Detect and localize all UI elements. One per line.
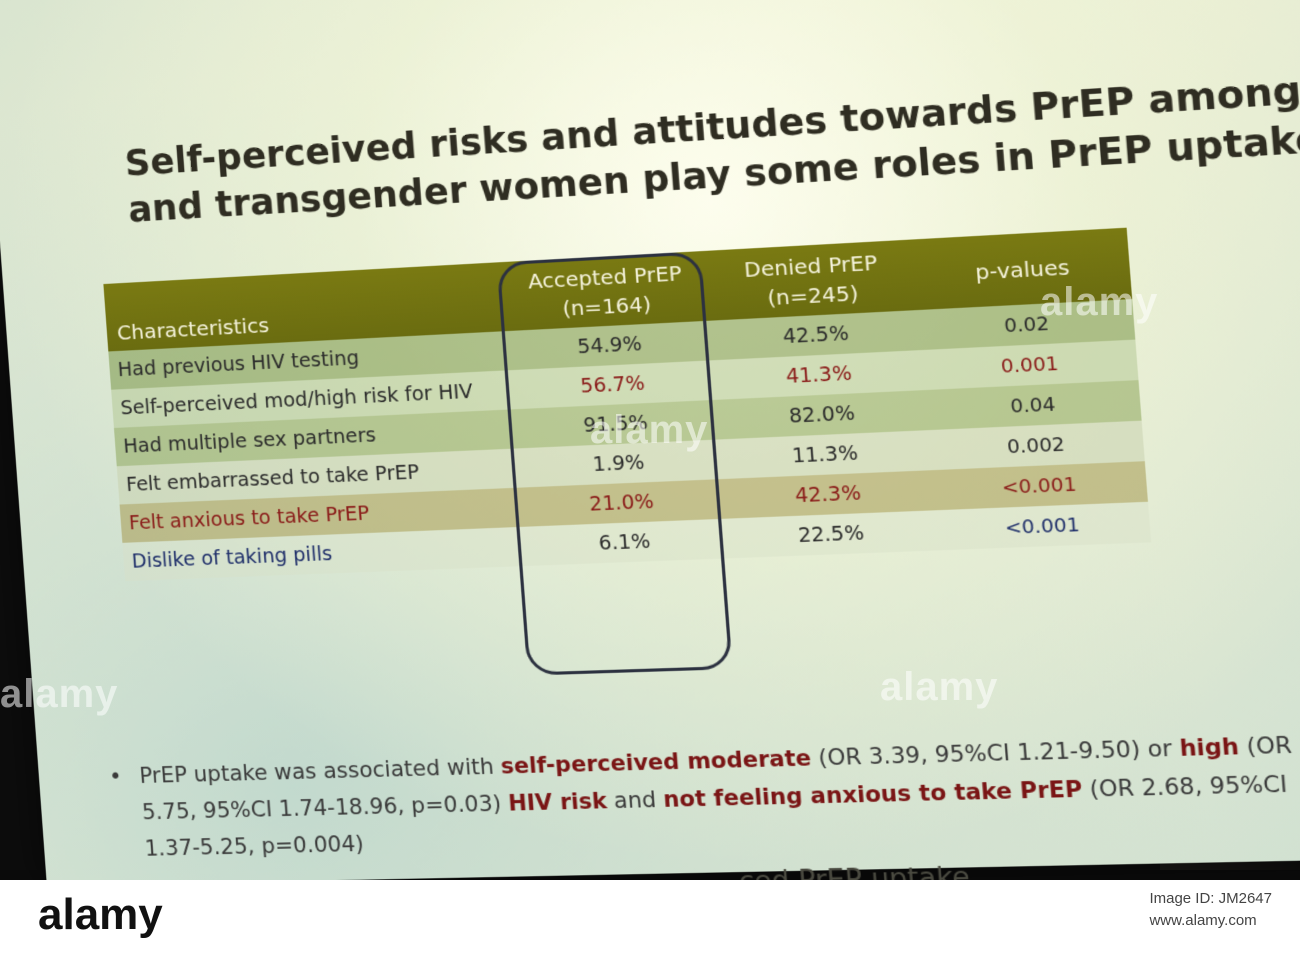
watermark: alamy xyxy=(880,665,999,709)
bullet-emphasis: HIV risk xyxy=(507,788,608,816)
slide: Self-perceived risks and attitudes towar… xyxy=(91,35,1300,899)
bullet-emphasis: self-perceived moderate xyxy=(499,745,813,779)
stock-footer: alamy Image ID: JM2647 www.alamy.com xyxy=(0,880,1300,960)
alamy-logo: alamy xyxy=(38,890,163,939)
site-url: www.alamy.com xyxy=(1149,912,1257,929)
p-value: <0.001 xyxy=(934,501,1152,551)
denied-value: 22.5% xyxy=(725,510,938,559)
watermark: alamy xyxy=(590,408,709,452)
bullet-emphasis: not feeling anxious to take PrEP xyxy=(662,776,1084,813)
bullet-text: PrEP uptake was associated with xyxy=(138,753,502,789)
image-id: Image ID: JM2647 xyxy=(1149,890,1272,907)
footer-meta: Image ID: JM2647 www.alamy.com xyxy=(1149,888,1272,932)
accepted-column-highlight xyxy=(496,251,733,676)
bullet-text: and xyxy=(605,787,665,814)
watermark: alamy xyxy=(0,672,119,716)
watermark: alamy xyxy=(1040,280,1159,324)
bullet-emphasis: high xyxy=(1178,733,1240,762)
finding-bullet: • PrEP uptake was associated with self-p… xyxy=(108,726,1300,867)
bullet-text: (OR 3.39, 95%CI 1.21-9.50) or xyxy=(810,735,1181,771)
bullet-dot: • xyxy=(108,764,123,789)
header-denied: Denied PrEP (n=245) xyxy=(705,239,920,321)
slide-title: Self-perceived risks and attitudes towar… xyxy=(123,67,1300,234)
